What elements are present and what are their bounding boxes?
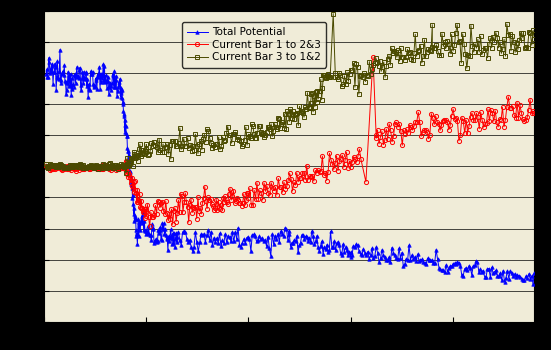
Line: Current Bar 3 to 1&2: Current Bar 3 to 1&2 (44, 12, 537, 175)
Current Bar 1 to 2&3 (80, 167, 87, 171)
Legend: Total Potential, Current Bar 1 to 2&3, Current Bar 3 to 1&2: Total Potential, Current Bar 1 to 2&3, C… (182, 22, 326, 68)
Total Potential (531, 271, 538, 275)
Current Bar 1 to 2&3 (147, 224, 153, 229)
Total Potential (352, 245, 358, 249)
Total Potential (530, 282, 536, 286)
Current Bar 3 to 1&2 (43, 162, 50, 166)
Current Bar 1 to 2&3 (43, 164, 50, 168)
Current Bar 3 to 1&2 (190, 144, 196, 148)
Current Bar 3 to 1&2 (330, 12, 337, 16)
Current Bar 3 to 1&2 (122, 170, 129, 175)
Current Bar 3 to 1&2 (437, 54, 444, 58)
Total Potential (57, 48, 63, 52)
Total Potential (276, 239, 283, 244)
Total Potential (244, 236, 250, 240)
Current Bar 1 to 2&3 (350, 155, 357, 159)
Current Bar 3 to 1&2 (381, 60, 387, 64)
Current Bar 1 to 2&3 (370, 55, 376, 60)
Current Bar 1 to 2&3 (531, 111, 538, 115)
Total Potential (129, 196, 136, 201)
Line: Total Potential: Total Potential (45, 48, 536, 286)
Current Bar 1 to 2&3 (244, 191, 251, 195)
Current Bar 1 to 2&3 (135, 200, 142, 204)
Line: Current Bar 1 to 2&3: Current Bar 1 to 2&3 (44, 55, 537, 229)
Current Bar 3 to 1&2 (531, 36, 538, 41)
Current Bar 3 to 1&2 (166, 143, 173, 147)
Current Bar 1 to 2&3 (63, 166, 69, 170)
Current Bar 3 to 1&2 (390, 51, 396, 55)
Current Bar 1 to 2&3 (299, 170, 306, 175)
Total Potential (163, 233, 169, 237)
Current Bar 3 to 1&2 (210, 143, 217, 147)
Total Potential (470, 264, 477, 268)
Total Potential (43, 72, 50, 77)
